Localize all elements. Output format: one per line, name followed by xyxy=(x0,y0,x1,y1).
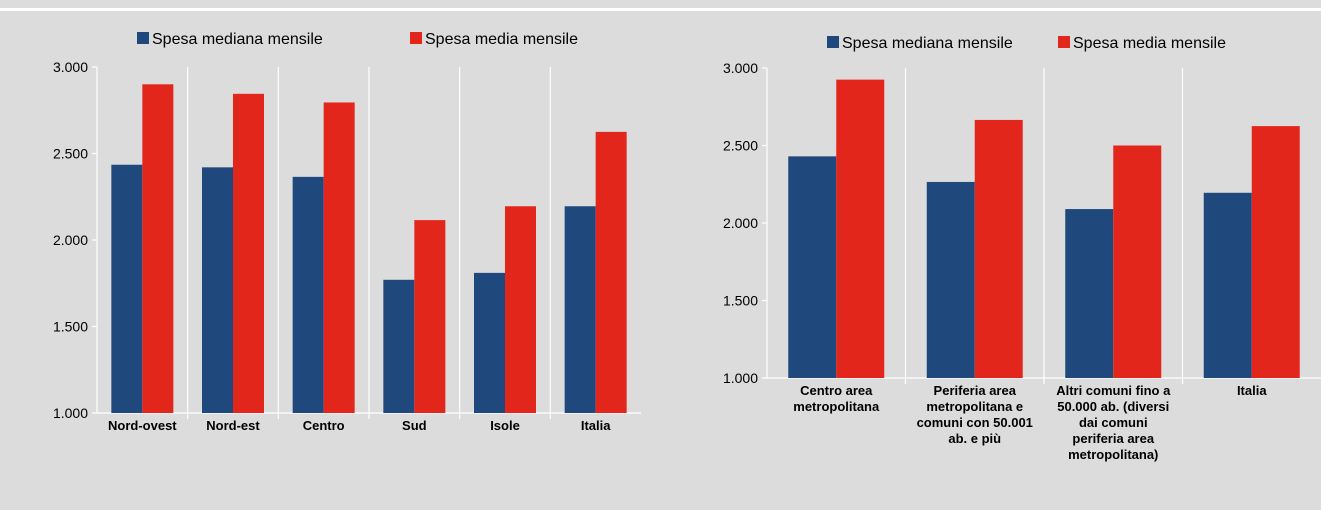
bar-mean xyxy=(323,102,355,413)
bar-mean xyxy=(974,119,1023,379)
y-tick-label: 3.000 xyxy=(723,60,758,76)
y-tick-label: 1.000 xyxy=(723,370,758,386)
category-label-line: Centro xyxy=(303,418,345,433)
bar-median xyxy=(202,167,233,413)
bar-mean xyxy=(142,84,174,414)
bar-mean xyxy=(595,131,627,413)
category-label-line: periferia area xyxy=(1072,431,1154,446)
bar-median xyxy=(564,206,596,413)
y-tick-label: 1.500 xyxy=(53,319,88,335)
category-label: Sud xyxy=(402,418,427,433)
legend-swatch-mean xyxy=(1058,36,1070,48)
bar-mean xyxy=(1251,126,1300,378)
category-label-line: Isole xyxy=(490,418,520,433)
bar-median xyxy=(1203,192,1252,378)
legend-label-mean: Spesa media mensile xyxy=(425,31,578,48)
category-label: Periferia area metropolitana e comuni con … xyxy=(917,383,1033,446)
top-rule xyxy=(0,8,1321,11)
legend-swatch-median xyxy=(827,36,839,48)
legend-label-mean: Spesa media mensile xyxy=(1073,35,1226,52)
bar-median xyxy=(926,181,975,378)
category-label-line: 50.000 ab. (diversi xyxy=(1057,399,1169,414)
y-tick-label: 2.000 xyxy=(53,232,88,248)
bar-median xyxy=(292,176,324,413)
legend-label-median: Spesa mediana mensile xyxy=(842,35,1013,52)
y-tick-label: 2.500 xyxy=(723,138,758,154)
category-label-line: Altri comuni fino a xyxy=(1056,383,1171,398)
bar-median xyxy=(788,156,837,378)
bar-mean xyxy=(1113,145,1162,378)
category-label: Italia xyxy=(1237,383,1267,398)
category-label: Nord-est xyxy=(206,418,260,433)
category-label-line: Italia xyxy=(581,418,611,433)
category-label-line: Centro area xyxy=(800,383,873,398)
bar-median xyxy=(111,164,143,413)
y-tick-label: 1.500 xyxy=(723,293,758,309)
category-label-line: Periferia area xyxy=(934,383,1017,398)
category-label-line: Nord-est xyxy=(206,418,260,433)
y-tick-label: 2.500 xyxy=(53,146,88,162)
category-label: Isole xyxy=(490,418,520,433)
bar-mean xyxy=(505,206,536,413)
bar-mean xyxy=(414,220,446,413)
category-label-line: Nord-ovest xyxy=(108,418,177,433)
y-tick-label: 1.000 xyxy=(53,405,88,421)
category-label-line: metropolitana) xyxy=(1068,447,1158,462)
category-label-line: metropolitana xyxy=(793,399,880,414)
bar-median xyxy=(474,272,505,413)
bar-median xyxy=(383,279,415,413)
y-tick-label: 2.000 xyxy=(723,215,758,231)
category-label-line: dai comuni xyxy=(1079,415,1148,430)
chart-1: 1.000 1.500 2.000 2.500 3.000 Nord-ovest Nord-… xyxy=(53,31,641,433)
category-label-line: comuni con 50.001 xyxy=(917,415,1033,430)
category-label: Centro area metropolitana xyxy=(793,383,880,414)
legend-swatch-median xyxy=(137,32,149,44)
category-label-line: ab. e più xyxy=(948,431,1001,446)
category-label: Altri comuni fino a 50.000 ab. (diversi da… xyxy=(1056,383,1171,462)
bar-median xyxy=(1065,209,1114,378)
category-label-line: Sud xyxy=(402,418,427,433)
category-label: Italia xyxy=(581,418,611,433)
legend-swatch-mean xyxy=(410,32,422,44)
bar-mean xyxy=(233,93,264,413)
category-label: Nord-ovest xyxy=(108,418,177,433)
category-label-line: Italia xyxy=(1237,383,1267,398)
bar-mean xyxy=(836,79,885,378)
legend-label-median: Spesa mediana mensile xyxy=(152,31,323,48)
category-label-line: metropolitana e xyxy=(926,399,1023,414)
category-label: Centro xyxy=(303,418,345,433)
y-tick-label: 3.000 xyxy=(53,59,88,75)
